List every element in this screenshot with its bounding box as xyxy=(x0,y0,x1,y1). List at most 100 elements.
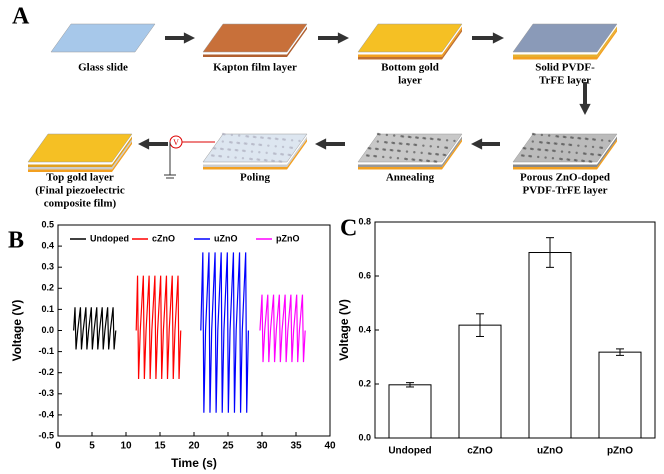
texture xyxy=(429,145,432,148)
step-label: Poling xyxy=(240,172,270,184)
texture xyxy=(221,147,224,151)
texture xyxy=(392,141,396,145)
texture xyxy=(257,158,261,161)
y-tick-label: 0.0 xyxy=(358,432,371,442)
arrow-head xyxy=(337,32,349,44)
y-tick-label: -0.5 xyxy=(38,430,54,440)
texture xyxy=(276,137,279,141)
bar xyxy=(458,324,502,439)
texture xyxy=(376,147,379,151)
texture xyxy=(391,149,394,152)
y-tick-label: 0.2 xyxy=(358,378,371,388)
texture xyxy=(369,147,372,150)
texture xyxy=(413,151,416,154)
y-tick-label: 0.2 xyxy=(41,283,54,293)
texture xyxy=(427,159,431,163)
texture xyxy=(562,143,565,146)
arrow-head xyxy=(183,32,195,44)
plate-top xyxy=(27,133,133,163)
y-tick-label: -0.1 xyxy=(38,346,54,356)
texture xyxy=(584,152,587,156)
texture xyxy=(547,134,551,137)
y-tick-label: 0.8 xyxy=(358,216,371,226)
y-tick-label: 0.4 xyxy=(41,240,54,250)
texture xyxy=(453,139,456,143)
texture xyxy=(540,133,544,137)
step-label: Glass slide xyxy=(78,62,128,74)
texture xyxy=(420,159,423,162)
step-label: PVDF-TrFE layer xyxy=(522,185,607,197)
y-tick-label: 0.4 xyxy=(358,324,371,334)
texture xyxy=(376,140,380,143)
texture xyxy=(396,157,400,160)
step-label: (Final piezoelectric xyxy=(35,185,125,197)
step-label: Top gold layer xyxy=(46,172,114,184)
texture xyxy=(405,150,409,153)
texture xyxy=(281,153,285,156)
texture xyxy=(600,139,604,142)
texture xyxy=(431,137,434,141)
x-tick-label: 40 xyxy=(324,441,336,452)
panel-label: C xyxy=(340,216,357,242)
texture xyxy=(553,149,556,153)
texture xyxy=(414,143,418,147)
texture xyxy=(398,149,401,153)
texture xyxy=(283,138,286,141)
texture xyxy=(230,133,234,137)
texture xyxy=(436,153,440,156)
x-tick-label: uZnO xyxy=(537,446,563,457)
texture xyxy=(540,141,543,144)
texture xyxy=(214,147,217,150)
texture xyxy=(252,143,255,146)
texture xyxy=(600,146,604,150)
texture xyxy=(586,137,589,141)
texture xyxy=(382,155,385,159)
texture xyxy=(290,139,294,142)
arrow-head xyxy=(138,138,150,150)
x-tick-label: 15 xyxy=(154,441,166,452)
step-label: Annealing xyxy=(386,172,435,184)
plot-frame xyxy=(57,224,331,437)
x-tick-label: cZnO xyxy=(467,446,493,457)
texture xyxy=(608,139,611,143)
x-tick-label: pZnO xyxy=(607,446,633,457)
texture xyxy=(546,149,549,152)
bar xyxy=(388,384,432,439)
x-tick-label: 10 xyxy=(120,441,132,452)
texture xyxy=(575,159,578,162)
series-line xyxy=(73,307,117,350)
texture xyxy=(569,143,573,147)
texture xyxy=(236,149,239,152)
texture xyxy=(378,133,381,136)
texture xyxy=(531,140,535,143)
texture xyxy=(445,146,449,150)
texture xyxy=(529,155,533,158)
plate-top xyxy=(512,23,618,53)
texture xyxy=(591,153,595,156)
texture xyxy=(298,139,301,143)
series-line xyxy=(259,294,306,363)
texture xyxy=(409,135,412,139)
texture xyxy=(389,156,392,159)
x-tick-label: 5 xyxy=(89,441,95,452)
series-line xyxy=(200,252,249,413)
texture xyxy=(250,150,254,153)
texture xyxy=(230,141,233,144)
texture xyxy=(436,145,440,149)
texture xyxy=(385,141,388,144)
texture xyxy=(261,136,264,139)
texture xyxy=(560,150,564,153)
y-axis-label: Voltage (V) xyxy=(337,299,351,361)
arrow-head xyxy=(492,32,504,44)
texture xyxy=(577,144,580,147)
texture xyxy=(245,142,248,145)
texture xyxy=(281,145,285,149)
texture xyxy=(383,148,387,151)
texture xyxy=(522,154,525,157)
texture xyxy=(538,148,542,151)
texture xyxy=(246,135,250,138)
texture xyxy=(599,153,602,157)
texture xyxy=(555,142,558,145)
texture xyxy=(274,152,277,156)
series-line xyxy=(135,275,182,380)
